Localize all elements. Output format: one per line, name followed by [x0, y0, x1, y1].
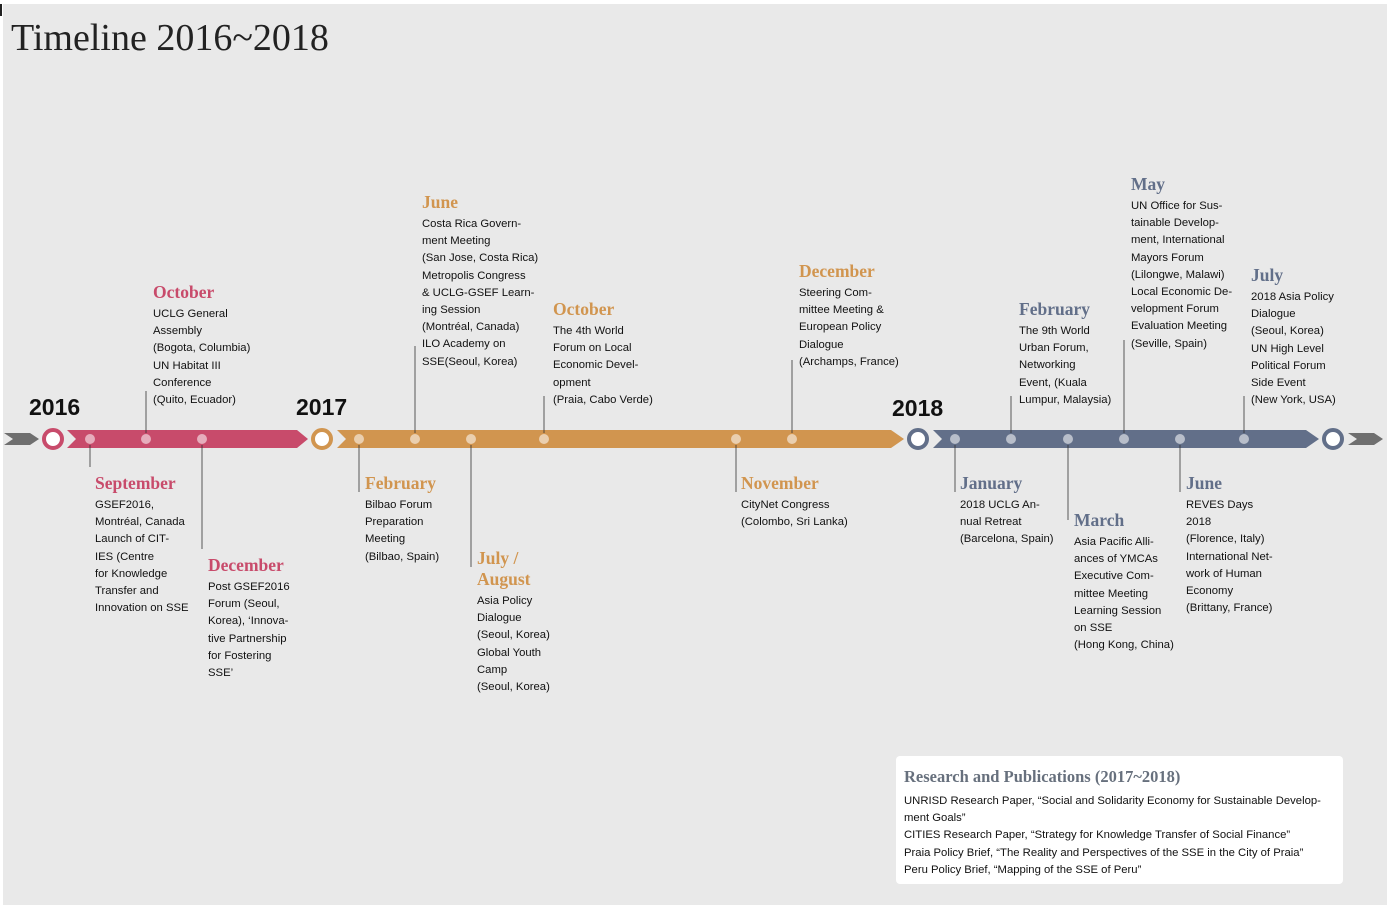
event-month: December: [799, 261, 875, 281]
event-dot: [1239, 434, 1249, 444]
event-month: May: [1131, 174, 1166, 194]
event-dot: [731, 434, 741, 444]
event-2017-october: October The 4th World Forum on Local Eco…: [553, 299, 703, 409]
event-dot: [787, 434, 797, 444]
event-dot: [197, 434, 207, 444]
event-dot: [410, 434, 420, 444]
event-dot: [950, 434, 960, 444]
event-description: Costa Rica Govern- ment Meeting (San Jos…: [422, 218, 539, 368]
event-description: Steering Com- mittee Meeting & European …: [799, 287, 899, 368]
year-label-2018: 2018: [892, 395, 944, 421]
event-month: January: [960, 473, 1023, 493]
event-2017-june: June Costa Rica Govern- ment Meeting (Sa…: [422, 192, 552, 371]
event-month: July / August: [477, 548, 531, 589]
event-2017-december: December Steering Com- mittee Meeting & …: [799, 261, 949, 371]
timeline-graphic: [4, 340, 1383, 567]
event-2016-september: September GSEF2016, Montréal, Canada Lau…: [95, 473, 245, 617]
event-description: UCLG General Assembly (Bogota, Columbia)…: [153, 308, 251, 407]
event-dot: [1006, 434, 1016, 444]
event-2018-february: February The 9th World Urban Forum, Netw…: [1019, 299, 1169, 409]
event-month: June: [422, 192, 458, 212]
publication-item: Praia Policy Brief, “The Reality and Per…: [904, 846, 1304, 859]
publication-item: CITIES Research Paper, “Strategy for Kno…: [904, 829, 1291, 842]
event-description: 2018 Asia Policy Dialogue (Seoul, Korea)…: [1251, 291, 1336, 407]
event-dot: [1063, 434, 1073, 444]
event-description: Post GSEF2016 Forum (Seoul, Korea), ‘Inn…: [208, 581, 290, 680]
publication-item: UNRISD Research Paper, “Social and Solid…: [904, 795, 1321, 825]
event-month: March: [1074, 510, 1125, 530]
event-dot: [539, 434, 549, 444]
end-chevron-icon: [1348, 433, 1383, 445]
event-description: CityNet Congress (Colombo, Sri Lanka): [741, 499, 848, 529]
year-label-2017: 2017: [296, 394, 348, 420]
event-description: The 9th World Urban Forum, Networking Ev…: [1019, 325, 1112, 406]
event-2016-december: December Post GSEF2016 Forum (Seoul, Kor…: [208, 555, 358, 682]
event-2017-july-august: July / August Asia Policy Dialogue (Seou…: [477, 548, 627, 696]
page-title: Timeline 2016~2018: [11, 17, 329, 59]
event-description: Bilbao Forum Preparation Meeting (Bilbao…: [365, 499, 440, 563]
event-description: GSEF2016, Montréal, Canada Launch of CIT…: [95, 499, 189, 615]
end-marker: [1322, 428, 1344, 450]
event-description: Asia Policy Dialogue (Seoul, Korea) Glob…: [477, 595, 550, 694]
event-dot: [85, 434, 95, 444]
event-description: The 4th World Forum on Local Economic De…: [553, 325, 653, 406]
publications-list: UNRISD Research Paper, “Social and Solid…: [904, 793, 1340, 879]
event-month: October: [153, 282, 215, 302]
event-2018-july: July 2018 Asia Policy Dialogue (Seoul, K…: [1251, 265, 1366, 409]
publication-item: Peru Policy Brief, “Mapping of the SSE o…: [904, 863, 1142, 876]
event-description: UN Office for Sus- tainable Develop- men…: [1131, 200, 1233, 350]
band-2017: [337, 430, 904, 448]
event-dot: [354, 434, 364, 444]
event-month: February: [1019, 299, 1090, 319]
event-2016-october: October UCLG General Assembly (Bogota, C…: [153, 282, 303, 409]
year-marker-2018: [907, 428, 929, 450]
publications-title: Research and Publications (2017~2018): [904, 767, 1181, 786]
band-2016: [67, 430, 308, 448]
year-marker-2016: [42, 428, 64, 450]
year-label-2016: 2016: [29, 394, 81, 420]
event-dot: [141, 434, 151, 444]
event-month: September: [95, 473, 176, 493]
start-chevron-icon: [4, 433, 39, 445]
event-dot: [1119, 434, 1129, 444]
event-2017-february: February Bilbao Forum Preparation Meetin…: [365, 473, 515, 566]
event-dot: [466, 434, 476, 444]
event-month: June: [1186, 473, 1222, 493]
corner-mark: [0, 4, 2, 16]
timeline-canvas: Timeline 2016~2018 2016 2017 2018 Septem…: [3, 4, 1387, 905]
event-month: February: [365, 473, 436, 493]
event-month: December: [208, 555, 284, 575]
event-2018-may: May UN Office for Sus- tainable Develop-…: [1131, 174, 1249, 353]
event-2018-june: June REVES Days 2018 (Florence, Italy) I…: [1186, 473, 1336, 617]
event-2017-november: November CityNet Congress (Colombo, Sri …: [741, 473, 891, 531]
event-2018-march: March Asia Pacific Alli- ances of YMCAs …: [1074, 510, 1224, 654]
year-marker-2017: [311, 428, 333, 450]
event-description: Asia Pacific Alli- ances of YMCAs Execut…: [1074, 536, 1174, 652]
event-month: November: [741, 473, 819, 493]
event-2018-january: January 2018 UCLG An- nual Retreat (Barc…: [960, 473, 1110, 549]
event-month: July: [1251, 265, 1284, 285]
event-dot: [1175, 434, 1185, 444]
event-month: October: [553, 299, 615, 319]
event-description: 2018 UCLG An- nual Retreat (Barcelona, S…: [960, 499, 1054, 546]
event-description: REVES Days 2018 (Florence, Italy) Intern…: [1186, 499, 1273, 615]
publications-box: Research and Publications (2017~2018) UN…: [896, 756, 1343, 884]
